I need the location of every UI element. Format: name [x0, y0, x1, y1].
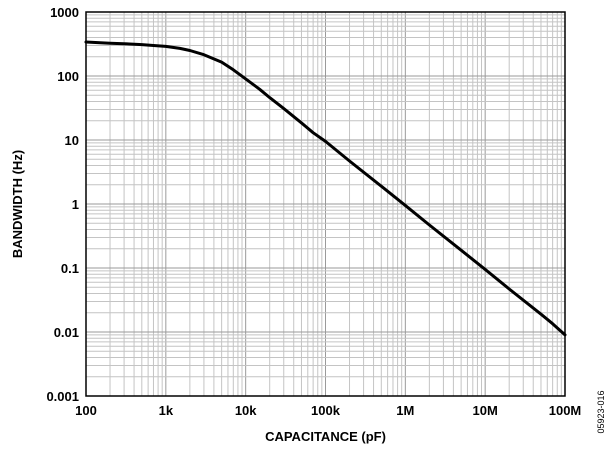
x-tick-label: 10M	[473, 403, 498, 418]
y-tick-label: 1	[72, 197, 79, 212]
x-tick-label: 1M	[396, 403, 414, 418]
x-tick-label: 10k	[235, 403, 257, 418]
plot-frame	[85, 11, 566, 397]
x-tick-label: 100k	[311, 403, 341, 418]
x-tick-label: 1k	[159, 403, 174, 418]
series-line	[84, 40, 567, 337]
y-tick-label: 0.1	[61, 261, 79, 276]
grid	[85, 12, 565, 397]
figure-id: 05923-016	[596, 390, 606, 433]
y-tick-labels: 1000 100 10 1 0.1 0.01 0.001	[46, 5, 79, 404]
x-tick-label: 100M	[549, 403, 582, 418]
y-tick-label: 1000	[50, 5, 79, 20]
x-axis-title: CAPACITANCE (pF)	[265, 429, 386, 444]
y-tick-label: 10	[65, 133, 79, 148]
x-tick-labels: 100 1k 10k 100k 1M 10M 100M	[75, 403, 581, 418]
x-tick-label: 100	[75, 403, 97, 418]
y-tick-label: 0.001	[46, 389, 79, 404]
y-tick-label: 100	[57, 69, 79, 84]
y-axis-title: BANDWIDTH (Hz)	[10, 150, 25, 258]
y-tick-label: 0.01	[54, 325, 79, 340]
